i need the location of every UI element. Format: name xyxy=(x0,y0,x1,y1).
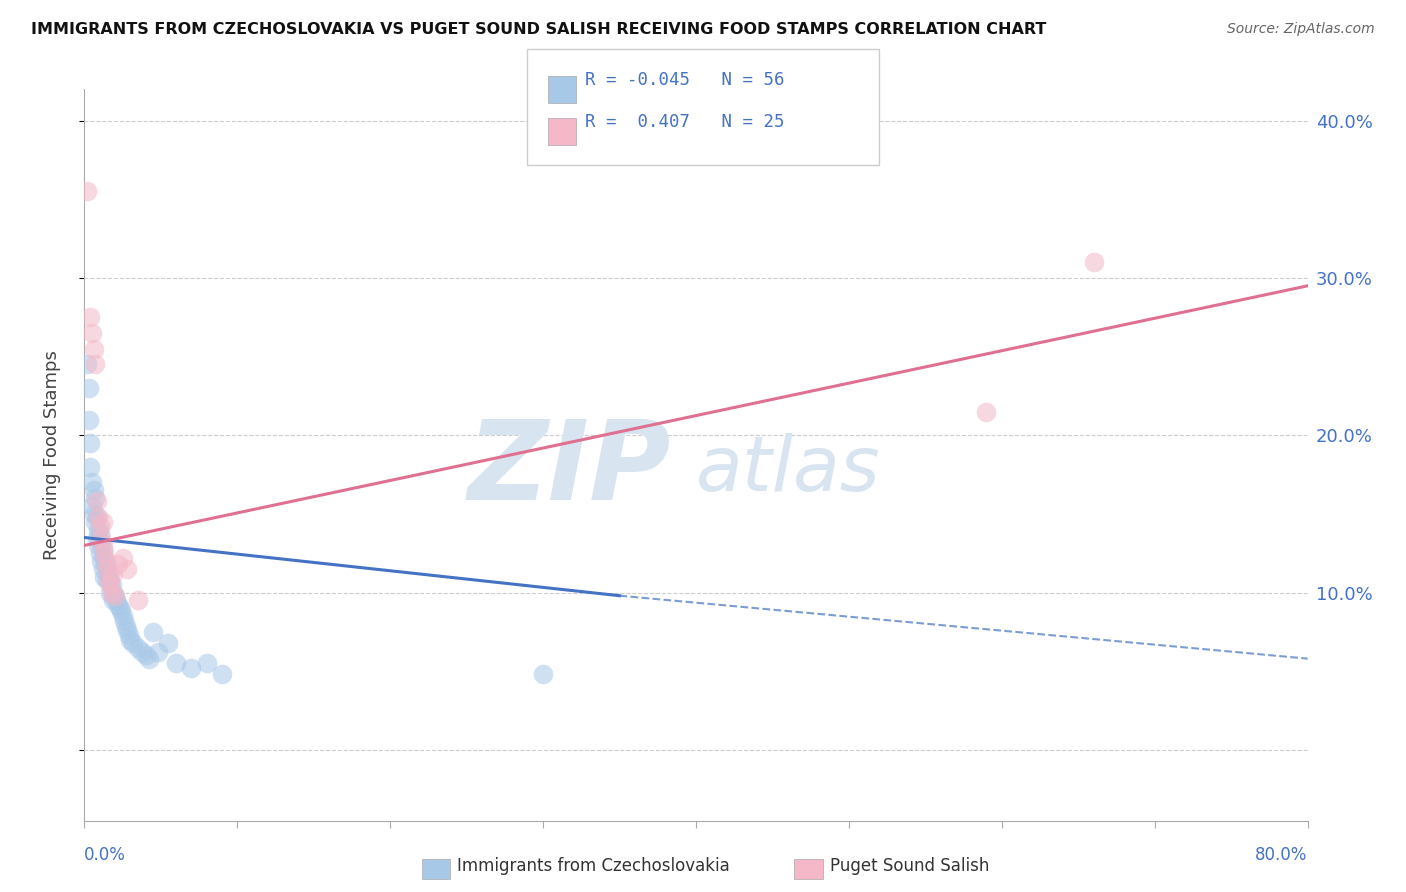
Point xyxy=(79,459,101,474)
Point xyxy=(96,562,118,576)
Point xyxy=(90,535,112,549)
Point xyxy=(111,551,134,566)
Point xyxy=(93,551,115,566)
Point xyxy=(86,510,108,524)
Point xyxy=(97,566,120,581)
Point xyxy=(91,541,114,556)
Point xyxy=(79,436,101,450)
Point xyxy=(76,185,98,199)
Point xyxy=(96,562,118,576)
Point xyxy=(118,628,141,642)
Point xyxy=(101,577,124,591)
Text: 0.0%: 0.0% xyxy=(84,846,127,863)
Point xyxy=(90,531,112,545)
Point xyxy=(93,570,115,584)
Text: atlas: atlas xyxy=(696,433,880,507)
Text: R =  0.407   N = 25: R = 0.407 N = 25 xyxy=(585,113,785,131)
Point xyxy=(98,573,121,587)
Text: Puget Sound Salish: Puget Sound Salish xyxy=(830,857,988,875)
Point xyxy=(115,624,138,638)
Point xyxy=(79,310,101,325)
Point xyxy=(142,624,165,639)
Point xyxy=(103,566,125,581)
Point xyxy=(107,558,129,572)
Point xyxy=(87,510,110,524)
Point xyxy=(84,515,107,529)
Point xyxy=(108,601,131,615)
Point xyxy=(105,593,128,607)
Point xyxy=(114,618,136,632)
Point xyxy=(157,636,180,650)
Text: IMMIGRANTS FROM CZECHOSLOVAKIA VS PUGET SOUND SALISH RECEIVING FOOD STAMPS CORRE: IMMIGRANTS FROM CZECHOSLOVAKIA VS PUGET … xyxy=(31,22,1046,37)
Text: R = -0.045   N = 56: R = -0.045 N = 56 xyxy=(585,71,785,89)
Text: Immigrants from Czechoslovakia: Immigrants from Czechoslovakia xyxy=(457,857,730,875)
Point xyxy=(107,598,129,612)
Point xyxy=(135,648,157,663)
Point xyxy=(104,589,127,603)
Point xyxy=(80,475,103,490)
Point xyxy=(91,538,114,552)
Point xyxy=(180,661,202,675)
Point xyxy=(110,604,132,618)
Point xyxy=(80,326,103,340)
Point xyxy=(531,667,554,681)
Point xyxy=(76,358,98,372)
Point xyxy=(84,491,107,505)
Point xyxy=(80,499,103,513)
Point xyxy=(122,636,145,650)
Point xyxy=(93,546,115,560)
Point xyxy=(211,667,233,681)
Point xyxy=(83,342,105,356)
Point xyxy=(138,651,160,665)
Point xyxy=(111,609,134,624)
Point xyxy=(98,577,121,591)
Point xyxy=(89,525,111,540)
Point xyxy=(87,523,110,537)
Point xyxy=(89,546,111,560)
Y-axis label: Receiving Food Stamps: Receiving Food Stamps xyxy=(42,350,60,560)
Point xyxy=(89,519,111,533)
Point xyxy=(97,573,120,587)
Point xyxy=(91,515,114,529)
Point xyxy=(165,657,187,671)
Point xyxy=(83,483,105,498)
Point xyxy=(127,640,149,655)
Point xyxy=(90,554,112,568)
Point xyxy=(86,494,108,508)
Point xyxy=(94,554,117,568)
Point xyxy=(104,589,127,603)
Text: ZIP: ZIP xyxy=(468,416,672,523)
Text: Source: ZipAtlas.com: Source: ZipAtlas.com xyxy=(1227,22,1375,37)
Text: 80.0%: 80.0% xyxy=(1256,846,1308,863)
Point xyxy=(87,538,110,552)
Point xyxy=(83,507,105,521)
Point xyxy=(146,645,169,659)
Point xyxy=(103,593,125,607)
Point xyxy=(84,358,107,372)
Point xyxy=(96,573,118,587)
Point xyxy=(77,381,100,395)
Point xyxy=(91,562,114,576)
Point xyxy=(127,593,149,607)
Point xyxy=(103,585,125,599)
Point xyxy=(120,632,142,647)
Point xyxy=(112,614,135,628)
Point xyxy=(131,645,153,659)
Point xyxy=(195,657,218,671)
Point xyxy=(101,585,124,599)
Point xyxy=(86,531,108,545)
Point xyxy=(1083,255,1105,269)
Point xyxy=(976,405,998,419)
Point xyxy=(94,558,117,572)
Point xyxy=(77,412,100,426)
Point xyxy=(98,585,121,599)
Point xyxy=(115,562,138,576)
